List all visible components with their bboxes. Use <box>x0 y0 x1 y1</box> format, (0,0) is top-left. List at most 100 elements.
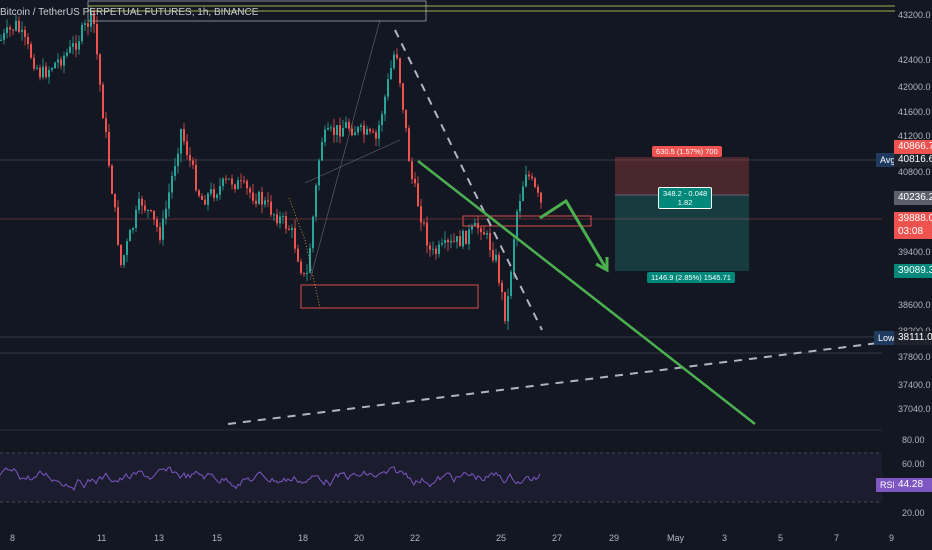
candle-body <box>357 126 359 133</box>
candle-body <box>390 68 392 80</box>
candle-body <box>432 248 434 250</box>
candle-body <box>456 236 458 242</box>
avg-price-label: 40816.6 <box>894 153 932 167</box>
candle-body <box>261 192 263 205</box>
rsi-band <box>0 453 882 502</box>
candle-body <box>225 178 227 180</box>
candle-body <box>396 54 398 59</box>
candle-body <box>414 178 416 184</box>
candle-body <box>270 201 272 215</box>
price-tick-label: 37040.0 <box>898 404 931 414</box>
time-tick-label: 25 <box>496 533 507 543</box>
candle-body <box>126 241 128 256</box>
candle-body <box>444 240 446 243</box>
last-price-label: 39888.0 <box>894 212 932 226</box>
candle-body <box>474 222 476 226</box>
candle-body <box>51 68 53 70</box>
candle-body <box>291 227 293 230</box>
candle-body <box>153 210 155 220</box>
price-tick-label: 37400.0 <box>898 380 931 390</box>
candle-body <box>111 165 113 194</box>
candle-body <box>438 244 440 254</box>
candle-body <box>192 160 194 165</box>
candle-body <box>216 194 218 198</box>
candle-body <box>234 184 236 190</box>
candle-body <box>168 192 170 209</box>
candle-body <box>471 225 473 230</box>
candle-body <box>345 121 347 128</box>
countdown-label: 03:08 <box>894 225 932 239</box>
candle-body <box>372 131 374 133</box>
candle-body <box>12 29 14 31</box>
time-tick-label: 20 <box>354 533 365 543</box>
candle-body <box>177 153 179 167</box>
current-price-label: 40236.2 <box>894 191 932 205</box>
candle-body <box>264 200 266 205</box>
candle-body <box>90 10 92 27</box>
candle-body <box>105 118 107 132</box>
avg-tag: Avg <box>876 153 900 167</box>
candle-body <box>96 24 98 55</box>
position-ratio-label: 348.2 - 0.048 1.82 <box>658 187 713 209</box>
candle-body <box>213 189 215 198</box>
candle-body <box>282 215 284 217</box>
candle-body <box>228 178 230 180</box>
price-tick-label: 42400.0 <box>898 55 931 65</box>
candle-body <box>0 39 2 41</box>
candle-body <box>36 67 38 69</box>
rsi-value-label: 44.28 <box>894 478 932 492</box>
candle-body <box>426 222 428 246</box>
candle-body <box>405 109 407 129</box>
candle-body <box>159 227 161 240</box>
dashed-support <box>227 342 879 425</box>
candle-body <box>384 96 386 115</box>
candle-body <box>510 271 512 297</box>
candle-body <box>87 23 89 27</box>
candle-body <box>246 181 248 189</box>
candle-body <box>531 176 533 179</box>
candle-body <box>486 233 488 235</box>
candle-body <box>375 132 377 139</box>
candle-body <box>333 127 335 135</box>
candle-body <box>174 166 176 176</box>
candle-body <box>30 44 32 58</box>
candle-body <box>294 227 296 249</box>
candle-body <box>318 160 320 186</box>
candle-body <box>78 41 80 50</box>
time-tick-label: 13 <box>154 533 165 543</box>
candles <box>0 7 542 331</box>
top-box <box>87 0 427 22</box>
price-tick-label: 38600.0 <box>898 300 931 310</box>
chart-title: Bitcoin / TetherUS PERPETUAL FUTURES, 1h… <box>0 7 259 18</box>
candle-body <box>6 27 8 33</box>
time-tick-label: 9 <box>889 533 895 543</box>
position-stop-label: 1146.9 (2.85%) 1545.71 <box>647 272 735 283</box>
candle-body <box>348 121 350 129</box>
candle-body <box>339 125 341 137</box>
candle-body <box>120 244 122 265</box>
candle-body <box>147 210 149 212</box>
candle-body <box>351 128 353 136</box>
candle-body <box>288 228 290 230</box>
candle-body <box>237 180 239 190</box>
candle-body <box>267 200 269 202</box>
candle-body <box>492 250 494 261</box>
candle-body <box>312 216 314 249</box>
candle-body <box>408 128 410 162</box>
candle-body <box>144 205 146 211</box>
candle-body <box>327 127 329 130</box>
candle-body <box>48 69 50 77</box>
price-tick-label: 39400.0 <box>898 247 931 257</box>
candle-body <box>507 296 509 322</box>
low-tag: Low <box>874 331 899 345</box>
candle-body <box>15 20 17 31</box>
candle-body <box>21 29 23 32</box>
candle-body <box>540 192 542 203</box>
candle-body <box>150 210 152 212</box>
rsi-tick-label: 60.00 <box>902 459 925 469</box>
demand-zone <box>300 284 479 309</box>
candle-body <box>114 193 116 208</box>
candle-body <box>402 83 404 110</box>
candle-body <box>306 272 308 274</box>
